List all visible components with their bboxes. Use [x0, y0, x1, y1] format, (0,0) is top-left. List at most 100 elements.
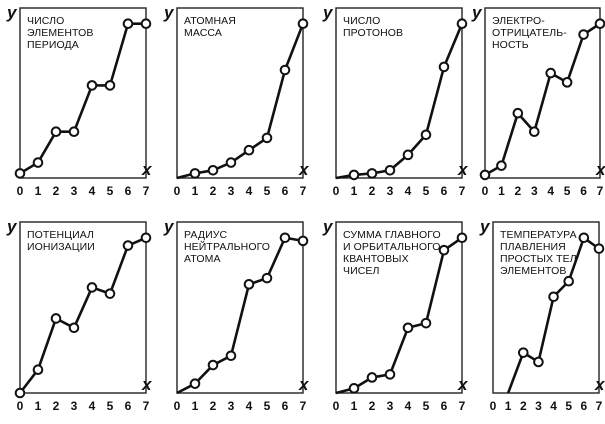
- data-point: [297, 235, 309, 247]
- plot-frame: [176, 7, 304, 179]
- series-line: [335, 23, 464, 180]
- data-point: [225, 157, 237, 168]
- x-tick-label: 7: [596, 399, 603, 413]
- x-tick-label: 1: [351, 184, 358, 198]
- data-point: [384, 164, 396, 176]
- data-point: [104, 80, 116, 91]
- data-point: [279, 232, 291, 244]
- chart-panel-4: y x ЭЛЕКТРО-ОТРИЦАТЕЛЬ-НОСТЬ 0 1 2 3 4 5 6 7: [471, 3, 605, 198]
- series-line: [18, 236, 147, 394]
- plot-frame: [484, 7, 601, 179]
- data-point: [104, 288, 116, 299]
- x-tick-label: 2: [210, 184, 217, 198]
- x-tick-label: 3: [228, 184, 235, 198]
- y-axis-label: y: [6, 217, 18, 236]
- data-point: [594, 18, 605, 30]
- x-tick-label: 0: [174, 399, 181, 413]
- data-point: [438, 61, 450, 73]
- x-tick-label: 5: [564, 184, 571, 198]
- data-point: [479, 169, 491, 181]
- data-point: [140, 18, 152, 30]
- chart-title-line: КВАНТОВЫХ: [343, 253, 409, 265]
- y-axis-label: y: [6, 3, 18, 22]
- x-tick-label: 5: [565, 399, 572, 413]
- data-point: [189, 168, 201, 179]
- series-line: [176, 23, 305, 180]
- x-tick-label: 2: [515, 184, 522, 198]
- x-tick-label: 7: [300, 184, 307, 198]
- x-axis-label: x: [457, 375, 469, 394]
- x-axis-label: x: [457, 160, 469, 179]
- x-tick-label: 5: [264, 184, 271, 198]
- data-point: [512, 107, 524, 119]
- data-point: [496, 160, 507, 171]
- x-tick-label: 2: [53, 184, 60, 198]
- x-tick-label: 5: [423, 399, 430, 413]
- data-point: [366, 168, 378, 179]
- plot-frame: [335, 221, 463, 394]
- x-tick-label: 3: [228, 399, 235, 413]
- plot-frame: [176, 221, 304, 394]
- x-tick-label: 7: [459, 399, 466, 413]
- chart-title-line: И ОРБИТАЛЬНОГО: [343, 241, 441, 253]
- data-point: [261, 132, 273, 144]
- y-axis-label: y: [471, 3, 483, 22]
- data-point: [86, 282, 98, 293]
- x-tick-label: 1: [192, 399, 199, 413]
- data-point: [50, 313, 62, 324]
- chart-title-line: АТОМА: [184, 253, 221, 265]
- x-axis-label: x: [141, 375, 153, 394]
- x-tick-label: 7: [300, 399, 307, 413]
- x-axis-label: x: [141, 160, 153, 179]
- x-tick-label: 0: [333, 399, 340, 413]
- y-axis-label: y: [163, 3, 175, 22]
- x-tick-label: 6: [125, 399, 132, 413]
- data-point: [420, 129, 432, 141]
- x-tick-label: 3: [531, 184, 538, 198]
- x-tick-label: 4: [89, 184, 96, 198]
- data-point: [122, 240, 134, 251]
- data-point: [207, 359, 219, 371]
- x-tick-label: 2: [369, 184, 376, 198]
- x-tick-label: 6: [581, 399, 588, 413]
- data-point: [32, 364, 44, 376]
- y-axis-label: y: [322, 217, 334, 236]
- chart-title-line: ЭЛЕМЕНТОВ: [500, 265, 566, 277]
- x-tick-label: 0: [17, 399, 24, 413]
- data-point: [348, 383, 360, 394]
- x-tick-label: 4: [547, 184, 554, 198]
- chart-title-line: НЕЙТРАЛЬНОГО: [184, 240, 270, 253]
- data-point: [279, 64, 291, 76]
- data-point: [68, 322, 80, 334]
- data-point: [593, 243, 605, 254]
- chart-title-line: ЧИСЕЛ: [343, 265, 380, 277]
- data-point: [456, 18, 468, 30]
- data-point: [548, 291, 559, 303]
- chart-title-line: НОСТЬ: [492, 39, 529, 51]
- chart-title-line: ПРОСТЫХ ТЕЛ: [500, 253, 577, 265]
- data-point: [366, 372, 378, 383]
- x-tick-label: 1: [192, 184, 199, 198]
- x-tick-label: 6: [282, 399, 289, 413]
- data-point: [225, 350, 237, 362]
- x-tick-label: 1: [35, 399, 42, 413]
- x-tick-label: 6: [125, 184, 132, 198]
- plot-frame: [335, 7, 463, 179]
- x-tick-label: 4: [246, 184, 253, 198]
- x-tick-label: 1: [351, 399, 358, 413]
- x-tick-label: 3: [71, 399, 78, 413]
- data-point: [456, 232, 468, 244]
- x-tick-label: 3: [387, 184, 394, 198]
- x-tick-label: 4: [89, 399, 96, 413]
- x-tick-label: 4: [405, 399, 412, 413]
- data-point: [438, 244, 450, 256]
- x-tick-label: 0: [17, 184, 24, 198]
- x-tick-label: 4: [246, 399, 253, 413]
- x-tick-label: 4: [405, 184, 412, 198]
- chart-title-line: СУММА ГЛАВНОГО: [343, 229, 441, 241]
- x-tick-label: 2: [210, 399, 217, 413]
